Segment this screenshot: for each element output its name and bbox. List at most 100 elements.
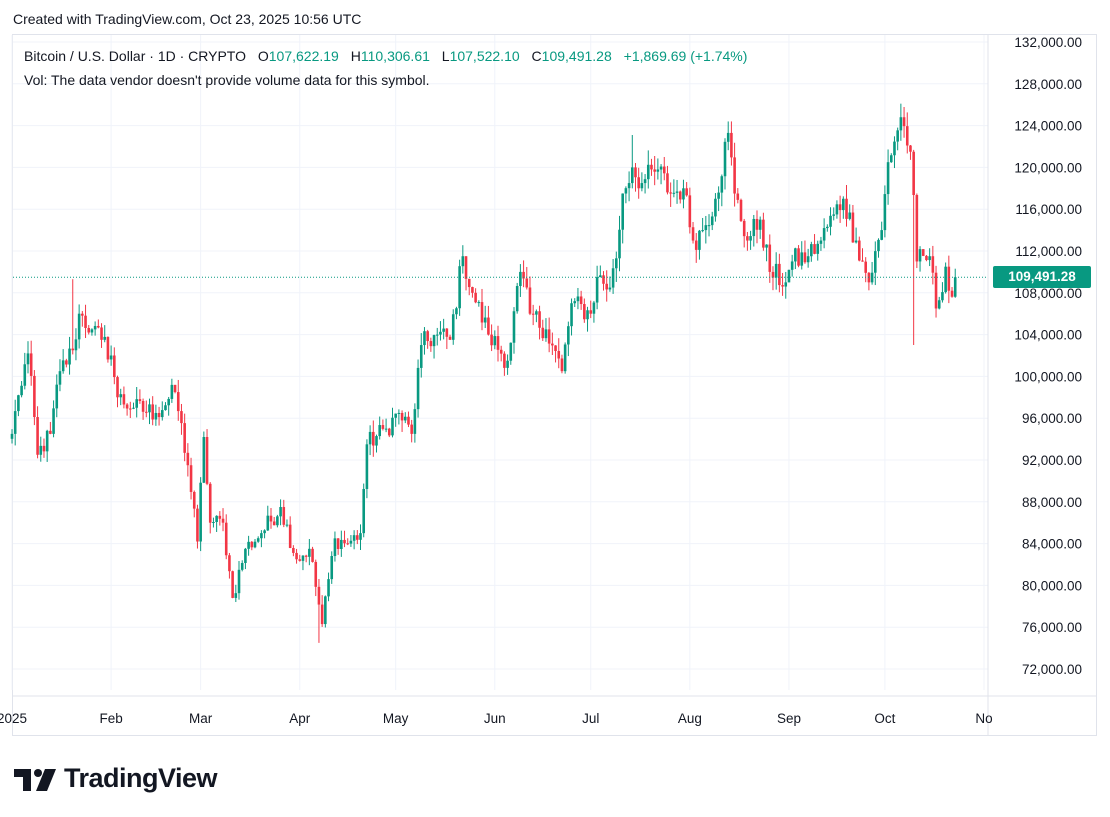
candle-body [787,269,791,283]
time-tick-label: Jun [484,711,506,726]
candle-body [531,313,535,315]
candle-body [480,302,484,323]
candle-body [615,258,618,269]
candle-body [602,275,605,284]
price-tick-label: 88,000.00 [1022,495,1082,510]
candle-body [106,336,110,360]
candle-body [707,225,711,227]
candle-body [487,317,490,335]
volume-notice: Vol: The data vendor doesn't provide vol… [24,72,430,88]
candle-body [103,336,107,340]
candle-body [685,188,688,196]
candle-body [320,604,324,625]
candle-body [144,411,148,413]
candle-body [560,358,564,372]
candle-body [541,327,545,339]
candle-body [276,516,279,526]
candle-body [224,522,228,556]
candle-body [33,375,36,418]
candle-body [253,541,257,548]
candle-body [643,179,647,184]
price-tick-label: 108,000.00 [1014,286,1082,301]
price-tick-label: 76,000.00 [1022,620,1082,635]
candle-body [199,482,202,542]
candle-body [662,166,666,174]
candle-body [186,452,190,466]
candle-body [154,412,158,420]
candle-body [196,508,199,542]
candle-body [851,212,855,243]
candle-body [503,353,506,368]
candle-body [826,226,829,229]
candle-body [554,345,557,352]
candle-body [461,256,465,267]
candle-body [135,399,138,408]
candle-body [74,339,78,351]
candle-body [122,394,126,405]
candle-body [925,255,928,261]
time-tick-label: 2025 [0,711,27,726]
time-tick-label: Mar [189,711,213,726]
tradingview-brand[interactable]: TradingView [14,763,218,794]
candle-body [650,164,653,170]
candle-body [20,385,23,396]
high-label: H [350,48,361,64]
candle-body [138,399,142,401]
candle-body [835,204,839,215]
candle-body [426,331,429,342]
candle-body [605,283,609,290]
candle-body [23,364,27,386]
candle-body [630,167,634,184]
candle-body [29,353,33,376]
candle-body [896,130,899,142]
candle-body [61,360,65,372]
candle-body [170,384,174,399]
candle-body [829,215,832,227]
candle-body [455,308,458,315]
candle-body [797,248,800,266]
candle-body [739,199,743,221]
candle-body [573,301,577,304]
candle-body [356,535,359,540]
candle-body [336,538,340,549]
candle-body [880,230,883,240]
candle-body [861,260,864,262]
candle-body [592,302,596,314]
candle-body [311,548,314,562]
candle-body [845,198,848,219]
candle-body [208,483,212,523]
candle-body [944,266,947,293]
candle-body [333,538,337,557]
candle-body [746,236,749,241]
candle-body [151,404,154,420]
candle-body [205,437,209,484]
candle-body [228,555,231,572]
candle-body [496,336,500,350]
candle-body [327,579,330,597]
candle-body [499,349,503,354]
candle-body [611,268,615,288]
candle-body [42,445,46,452]
candle-body [810,244,813,257]
candle-body [519,271,522,287]
candle-body [221,518,225,523]
candle-body [77,313,81,340]
candle-body [483,317,487,323]
price-tick-label: 124,000.00 [1014,119,1082,134]
candle-body [176,392,180,412]
candle-body [515,286,519,312]
candle-body [512,311,516,343]
candle-body [899,117,903,131]
candle-body [231,571,234,598]
candle-body [467,278,471,288]
candle-body [65,360,68,365]
candle-body [439,331,442,335]
candle-body [442,328,445,332]
price-tick-label: 84,000.00 [1022,537,1082,552]
candle-body [410,424,413,434]
candle-body [109,355,113,360]
candle-body [448,336,452,340]
candle-body [506,360,509,368]
candle-body [953,277,957,297]
